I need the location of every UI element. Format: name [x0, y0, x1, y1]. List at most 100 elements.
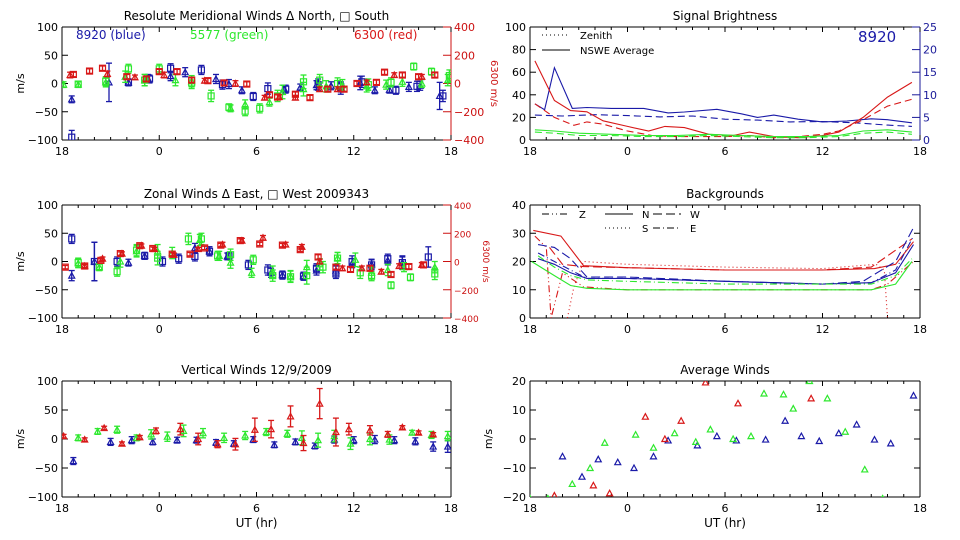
triangle-marker — [166, 71, 175, 80]
data-point — [124, 258, 133, 267]
data-point — [168, 250, 176, 258]
data-point — [458, 427, 464, 441]
y2-tick-label: −200 — [454, 287, 479, 297]
triangle-marker — [226, 258, 235, 266]
y-tick-label: −50 — [35, 106, 58, 119]
triangle-marker — [761, 435, 770, 443]
triangle-marker — [841, 427, 850, 435]
data-point — [414, 428, 423, 436]
triangle-marker — [429, 442, 438, 450]
square-marker — [155, 68, 163, 76]
data-point — [225, 103, 233, 112]
x-axis-label: UT (hr) — [236, 516, 278, 530]
y-tick-label: 50 — [44, 227, 58, 240]
data-point — [383, 430, 392, 438]
triangle-marker — [605, 488, 614, 497]
data-point — [299, 434, 308, 452]
y-axis-label: m/s — [482, 429, 495, 449]
x-tick-label: 0 — [624, 502, 631, 515]
meridional-winds-panel: Resolute Meridional Winds Δ North, □ Sou… — [14, 9, 499, 158]
triangle-marker — [270, 440, 279, 448]
data-point — [249, 254, 257, 265]
data-point — [372, 78, 381, 86]
x-tick-label: 0 — [624, 145, 631, 158]
square-marker — [116, 249, 124, 258]
triangle-marker — [746, 431, 756, 440]
square-marker — [410, 62, 418, 71]
data-point — [404, 81, 413, 93]
square-marker — [81, 262, 89, 270]
triangle-marker — [417, 79, 426, 87]
data-point — [207, 89, 215, 103]
data-point — [226, 248, 235, 262]
data-point — [344, 422, 353, 436]
triangle-marker — [860, 465, 869, 473]
triangle-marker — [344, 424, 353, 433]
square-marker — [142, 75, 150, 83]
data-point — [411, 437, 420, 446]
square-marker — [384, 255, 392, 263]
triangle-marker — [181, 67, 190, 76]
data-point — [315, 387, 324, 420]
square-marker — [392, 86, 400, 94]
data-point — [113, 266, 121, 277]
data-point — [398, 71, 406, 79]
triangle-marker — [62, 431, 68, 440]
data-point — [316, 73, 324, 87]
square-marker — [136, 242, 144, 250]
y-tick-label: 20 — [512, 256, 526, 269]
series-line-8920-w — [538, 227, 914, 285]
triangle-marker — [199, 428, 208, 437]
square-marker — [299, 78, 308, 86]
data-point — [306, 94, 314, 102]
triangle-marker — [390, 70, 399, 79]
data-point — [116, 249, 124, 258]
triangle-marker — [370, 86, 379, 94]
y2-tick-label: 400 — [454, 21, 475, 34]
data-point — [243, 80, 251, 88]
triangle-marker — [250, 425, 259, 433]
square-marker — [332, 270, 340, 278]
data-point — [398, 76, 407, 87]
square-marker — [405, 262, 413, 271]
triangle-marker — [383, 430, 392, 438]
y2-tick-label: −200 — [454, 106, 484, 119]
triangle-marker — [267, 424, 276, 433]
data-point — [136, 242, 144, 250]
square-marker — [419, 261, 428, 269]
triangle-marker — [106, 437, 115, 445]
data-point — [324, 85, 332, 93]
square-marker — [445, 71, 451, 80]
triangle-marker — [258, 233, 267, 241]
x-tick-label: 12 — [816, 502, 830, 515]
data-point — [387, 281, 395, 290]
data-point — [258, 233, 267, 241]
plot-area — [534, 60, 913, 139]
square-marker — [380, 68, 389, 76]
data-point — [93, 427, 102, 436]
data-point — [314, 432, 323, 448]
data-point — [237, 86, 246, 95]
data-point — [419, 261, 428, 269]
data-point — [283, 429, 292, 438]
y-tick-label: 0 — [51, 433, 58, 446]
data-point — [186, 250, 194, 258]
y-tick-label: 20 — [512, 375, 526, 388]
data-point — [74, 433, 83, 442]
triangle-marker — [67, 95, 76, 103]
square-marker — [207, 92, 215, 100]
data-point — [236, 236, 244, 245]
series-line-6300-n — [533, 229, 914, 271]
triangle-marker — [589, 481, 598, 489]
data-point — [267, 419, 276, 439]
data-point — [184, 232, 193, 246]
square-marker — [141, 252, 149, 260]
triangle-marker — [80, 435, 89, 443]
chart-title: Resolute Meridional Winds Δ North, □ Sou… — [124, 9, 390, 23]
square-marker — [124, 65, 133, 73]
x-tick-label: 18 — [523, 502, 537, 515]
triangle-marker — [365, 434, 374, 443]
